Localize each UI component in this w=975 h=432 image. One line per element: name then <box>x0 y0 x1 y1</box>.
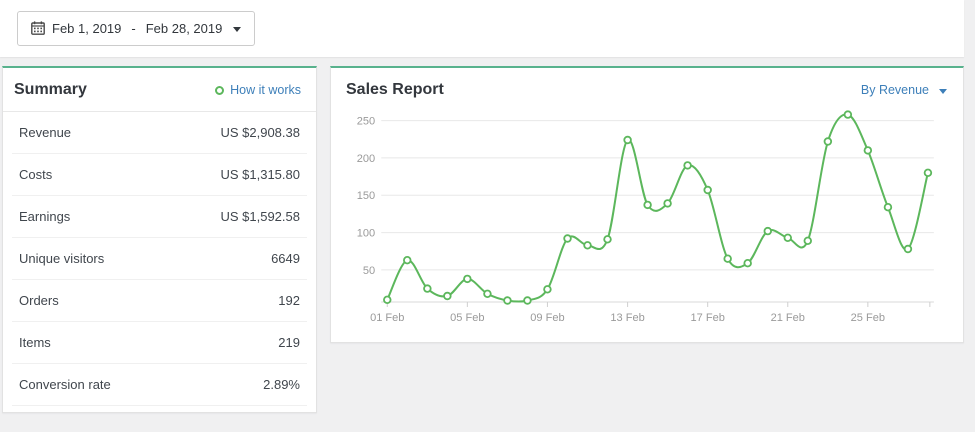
svg-text:17 Feb: 17 Feb <box>690 312 724 324</box>
summary-row-value: 6649 <box>271 251 300 266</box>
summary-row: Costs US $1,315.80 <box>12 154 307 196</box>
summary-row: Earnings US $1,592.58 <box>12 196 307 238</box>
summary-row-label: Conversion rate <box>19 377 111 392</box>
by-revenue-label: By Revenue <box>860 83 929 97</box>
svg-text:25 Feb: 25 Feb <box>851 312 885 324</box>
summary-row-label: Items <box>19 335 51 350</box>
svg-text:200: 200 <box>357 153 375 165</box>
how-it-works-link[interactable]: How it works <box>215 83 301 97</box>
summary-row: Orders 192 <box>12 280 307 322</box>
summary-rows: Revenue US $2,908.38 Costs US $1,315.80 Earn… <box>3 112 316 406</box>
sales-report-header: Sales Report By Revenue <box>331 68 963 107</box>
summary-row-value: US $1,315.80 <box>220 167 300 182</box>
chevron-down-icon <box>233 27 242 32</box>
target-icon <box>215 85 225 95</box>
summary-row-value: 192 <box>278 293 300 308</box>
date-range-start: Feb 1, 2019 <box>52 20 122 36</box>
svg-text:05 Feb: 05 Feb <box>450 312 484 324</box>
dashboard-content: Summary How it works Revenue US $2,908.38… <box>0 57 975 413</box>
date-range-separator: - <box>131 20 136 36</box>
summary-panel: Summary How it works Revenue US $2,908.38… <box>2 66 317 413</box>
summary-row-label: Orders <box>19 293 59 308</box>
sales-report-title: Sales Report <box>346 81 444 98</box>
summary-row: Revenue US $2,908.38 <box>12 112 307 154</box>
svg-text:09 Feb: 09 Feb <box>530 312 564 324</box>
svg-text:100: 100 <box>357 228 375 240</box>
summary-header: Summary How it works <box>3 68 316 112</box>
by-revenue-dropdown[interactable]: By Revenue <box>861 83 947 97</box>
summary-title: Summary <box>14 81 87 98</box>
calendar-icon <box>31 21 45 39</box>
svg-text:13 Feb: 13 Feb <box>610 312 644 324</box>
summary-row-value: US $1,592.58 <box>220 209 300 224</box>
svg-text:50: 50 <box>363 265 375 277</box>
svg-text:01 Feb: 01 Feb <box>370 312 404 324</box>
toolbar: Feb 1, 2019 - Feb 28, 2019 <box>0 0 964 57</box>
summary-row: Items 219 <box>12 322 307 364</box>
svg-text:150: 150 <box>357 190 375 202</box>
date-range-button[interactable]: Feb 1, 2019 - Feb 28, 2019 <box>17 10 256 47</box>
chevron-down-icon <box>939 88 947 94</box>
summary-row-label: Unique visitors <box>19 251 105 266</box>
summary-row-value: US $2,908.38 <box>220 125 300 140</box>
summary-row-value: 2.89% <box>263 377 300 392</box>
date-range-end: Feb 28, 2019 <box>145 20 223 36</box>
summary-row: Conversion rate 2.89% <box>12 364 307 406</box>
sales-report-panel: Sales Report By Revenue 50 100 150 200 250 01… <box>330 66 964 343</box>
summary-row-label: Costs <box>19 167 53 182</box>
summary-row-value: 219 <box>278 335 300 350</box>
svg-text:250: 250 <box>357 116 375 128</box>
svg-text:21 Feb: 21 Feb <box>771 312 805 324</box>
sales-line-chart: 50 100 150 200 250 01 Feb 05 Feb 09 Feb 13 Feb 17… <box>357 110 934 324</box>
summary-row-label: Earnings <box>19 209 71 224</box>
summary-row: Unique visitors 6649 <box>12 238 307 280</box>
how-it-works-label: How it works <box>230 83 301 97</box>
summary-row-label: Revenue <box>19 125 72 140</box>
